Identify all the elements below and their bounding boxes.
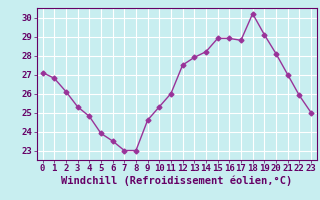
X-axis label: Windchill (Refroidissement éolien,°C): Windchill (Refroidissement éolien,°C) [61, 176, 292, 186]
